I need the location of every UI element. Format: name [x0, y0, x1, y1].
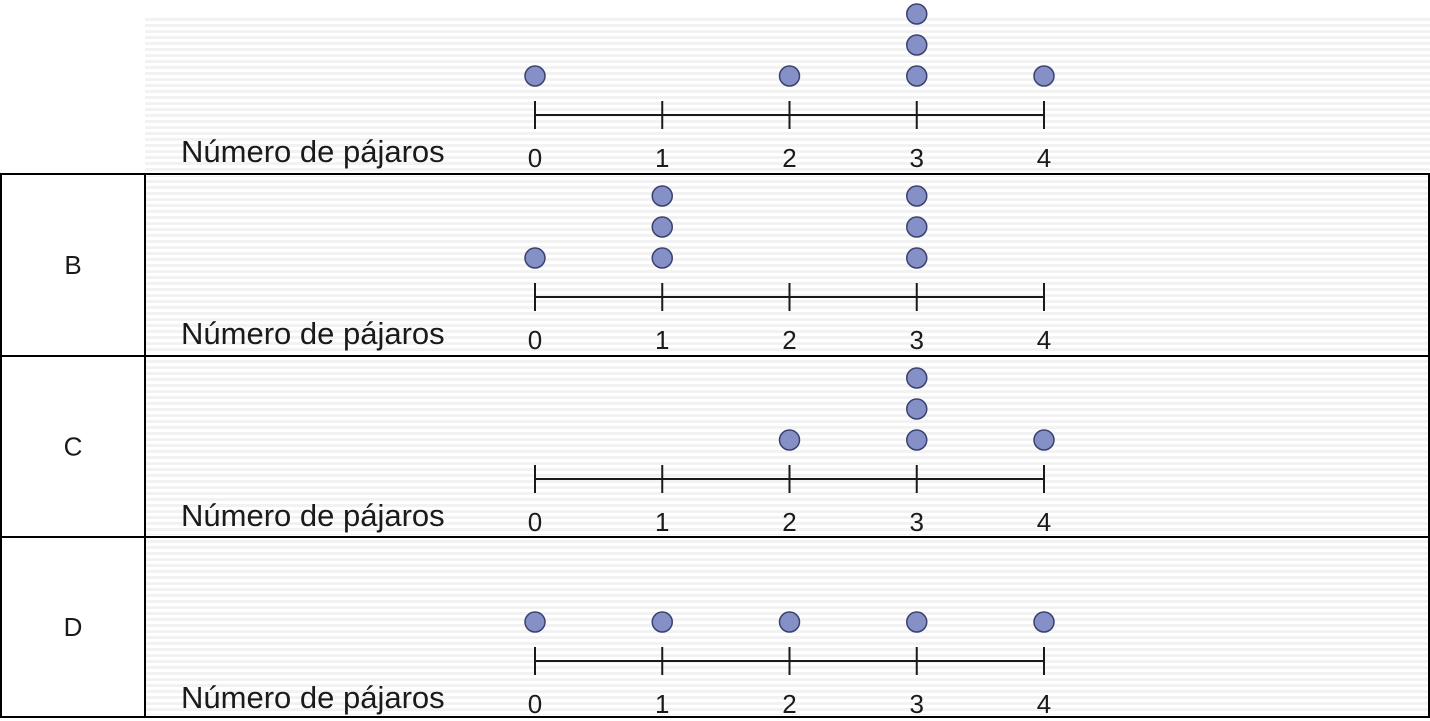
x-tick-label: 1: [655, 325, 669, 355]
data-dot: [906, 429, 928, 451]
data-dot: [1033, 65, 1055, 87]
data-dot: [906, 216, 928, 238]
dot-plot-panel: B 0 1 2 3 4 Número de pájaros: [64, 176, 1430, 355]
data-dot: [778, 611, 801, 633]
x-tick-label: 2: [782, 689, 796, 719]
dot-plot-panel: C 0 1 2 3 4 Número de pájaros: [64, 358, 1430, 537]
x-tick-label: 3: [910, 507, 924, 537]
x-axis-label: Número de pájaros: [181, 134, 445, 169]
x-tick-label: 0: [528, 325, 542, 355]
data-dot: [524, 611, 546, 633]
x-axis-label: Número de pájaros: [181, 316, 445, 351]
x-tick-label: 0: [528, 143, 542, 173]
data-dot: [524, 247, 546, 269]
x-axis-label: Número de pájaros: [181, 498, 445, 533]
x-tick-label: 0: [528, 689, 542, 719]
data-dot: [651, 247, 673, 269]
plot-background: [145, 18, 1430, 172]
x-tick-label: 1: [655, 143, 669, 173]
data-dot: [1033, 611, 1055, 633]
data-dot: [1033, 429, 1055, 451]
dot-plot-panel: D 0 1 2 3 4 Número de pájaros: [64, 539, 1430, 719]
x-tick-label: 4: [1037, 689, 1051, 719]
data-dot: [906, 65, 928, 87]
data-dot: [906, 185, 928, 207]
option-label: C: [64, 432, 83, 462]
data-dot: [524, 65, 546, 87]
x-tick-label: 4: [1037, 507, 1051, 537]
x-tick-label: 0: [528, 507, 542, 537]
data-dot: [651, 185, 673, 207]
data-dot: [906, 398, 928, 420]
x-tick-label: 1: [655, 507, 669, 537]
plot-background: [145, 176, 1430, 354]
data-dot: [906, 3, 928, 25]
x-tick-label: 4: [1037, 325, 1051, 355]
x-tick-label: 2: [782, 325, 796, 355]
data-dot: [906, 367, 928, 389]
x-tick-label: 3: [910, 689, 924, 719]
x-axis-label: Número de pájaros: [181, 680, 445, 715]
option-label: B: [64, 250, 81, 280]
data-dot: [906, 34, 928, 56]
x-tick-label: 2: [782, 507, 796, 537]
data-dot: [906, 611, 928, 633]
dot-plot-panel: 0 1 2 3 4 Número de pájaros: [145, 3, 1430, 173]
data-dot: [778, 429, 801, 451]
data-dot: [906, 247, 928, 269]
x-tick-label: 1: [655, 689, 669, 719]
data-dot: [651, 216, 673, 238]
x-tick-label: 2: [782, 143, 796, 173]
data-dot: [778, 65, 801, 87]
table-grid: [0, 173, 1430, 718]
x-tick-label: 3: [910, 143, 924, 173]
x-tick-label: 3: [910, 325, 924, 355]
option-label: D: [64, 612, 83, 642]
x-tick-label: 4: [1037, 143, 1051, 173]
data-dot: [651, 611, 673, 633]
